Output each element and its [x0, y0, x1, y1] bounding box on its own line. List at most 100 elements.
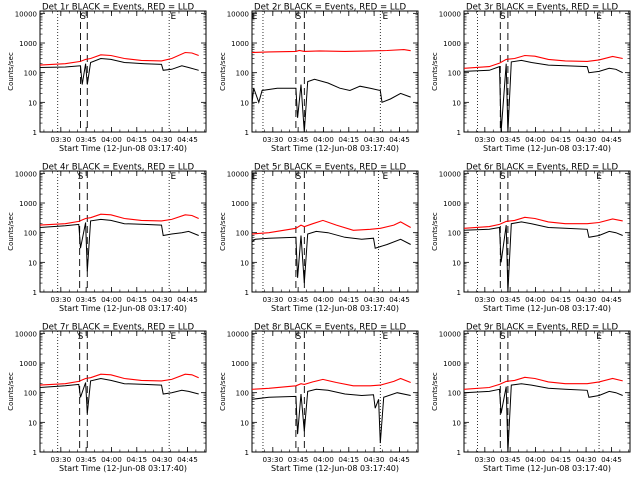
- x-axis-label: Start Time (12-Jun-08 03:17:40): [271, 144, 399, 153]
- y-tick-label: 100: [448, 70, 461, 78]
- marker-label: E: [383, 332, 389, 342]
- x-tick-label: 03:45: [76, 295, 97, 304]
- x-tick-label: 04:45: [389, 295, 410, 304]
- y-tick-label: 10000: [439, 170, 461, 178]
- x-tick-label: 03:45: [288, 135, 309, 144]
- y-tick-label: 10000: [227, 330, 249, 338]
- x-tick-label: 03:30: [50, 455, 71, 464]
- x-tick-label: 04:45: [389, 135, 410, 144]
- series-events-line: [251, 78, 411, 133]
- plot-frame: [463, 170, 631, 293]
- marker-label: S: [296, 172, 302, 182]
- x-tick-label: 04:30: [364, 295, 385, 304]
- x-axis-label: Start Time (12-Jun-08 03:17:40): [483, 304, 611, 313]
- y-tick-label: 100: [448, 390, 461, 398]
- y-tick-label: 1: [457, 129, 461, 137]
- x-tick-label: 03:30: [262, 455, 283, 464]
- x-tick-label: 04:30: [364, 135, 385, 144]
- panel-det-3: Det 3r BLACK = Events, RED = LLD 1 10 100 10…: [431, 3, 631, 153]
- x-tick-label: 03:30: [262, 295, 283, 304]
- marker-label: S: [500, 12, 506, 22]
- x-tick-label: 04:30: [152, 135, 173, 144]
- series-events-line: [463, 59, 623, 133]
- x-tick-label: 04:30: [152, 455, 173, 464]
- y-tick-label: 1000: [443, 40, 461, 48]
- series-lld-line: [39, 213, 199, 226]
- marker-label: E: [596, 12, 602, 22]
- x-tick-label: 04:00: [525, 455, 546, 464]
- x-tick-label: 03:45: [288, 455, 309, 464]
- y-axis-label: Counts/sec: [219, 372, 227, 411]
- y-tick-label: 10: [240, 259, 249, 267]
- panel-title: Det 8r BLACK = Events, RED = LLD: [254, 323, 406, 333]
- y-axis-label: Counts/sec: [219, 52, 227, 91]
- y-tick-label: 10: [28, 259, 37, 267]
- x-tick-label: 04:30: [576, 455, 597, 464]
- y-tick-label: 1000: [231, 40, 249, 48]
- marker-label: E: [383, 172, 389, 182]
- y-tick-label: 100: [24, 230, 37, 238]
- series-events-line: [39, 377, 199, 414]
- x-tick-label: 04:30: [576, 295, 597, 304]
- y-tick-label: 10000: [15, 330, 37, 338]
- panel-det-2: Det 2r BLACK = Events, RED = LLD 1 10 100 10…: [219, 3, 419, 153]
- x-tick-label: 04:45: [601, 455, 622, 464]
- marker-label: S: [500, 332, 506, 342]
- panel-title: Det 9r BLACK = Events, RED = LLD: [466, 323, 618, 333]
- x-tick-label: 04:15: [550, 455, 571, 464]
- x-tick-label: 04:00: [101, 455, 122, 464]
- x-tick-label: 04:30: [364, 455, 385, 464]
- x-tick-label: 04:15: [338, 295, 359, 304]
- y-tick-label: 100: [448, 230, 461, 238]
- y-tick-label: 1: [245, 289, 249, 297]
- x-tick-label: 03:45: [500, 295, 521, 304]
- y-tick-label: 10000: [15, 170, 37, 178]
- panel-det-9: Det 9r BLACK = Events, RED = LLD 1 10 100 10…: [431, 323, 631, 473]
- marker-label: E: [383, 12, 389, 22]
- x-tick-label: 04:15: [126, 295, 147, 304]
- series-lld-line: [463, 376, 623, 390]
- plot-frame: [463, 330, 631, 453]
- y-tick-label: 1000: [19, 40, 37, 48]
- x-tick-label: 04:15: [550, 295, 571, 304]
- y-axis-label: Counts/sec: [431, 372, 439, 411]
- series-lld-line: [251, 49, 411, 54]
- x-tick-label: 03:30: [262, 135, 283, 144]
- y-tick-label: 100: [24, 70, 37, 78]
- y-tick-label: 1: [245, 129, 249, 137]
- marker-label: S: [78, 332, 84, 342]
- y-tick-label: 10: [240, 99, 249, 107]
- plot-frame: [251, 10, 419, 133]
- y-tick-label: 1000: [231, 360, 249, 368]
- y-axis-label: Counts/sec: [7, 52, 15, 91]
- x-tick-label: 03:30: [474, 455, 495, 464]
- panel-det-6: Det 6r BLACK = Events, RED = LLD 1 10 100 10…: [431, 163, 631, 313]
- y-tick-label: 10000: [439, 10, 461, 18]
- y-tick-label: 1: [33, 289, 37, 297]
- y-axis-label: Counts/sec: [219, 212, 227, 251]
- marker-label: E: [252, 172, 258, 182]
- series-lld-line: [39, 51, 199, 66]
- series-lld-line: [39, 373, 199, 386]
- x-tick-label: 04:00: [525, 135, 546, 144]
- x-tick-label: 04:15: [550, 135, 571, 144]
- y-tick-label: 1000: [443, 200, 461, 208]
- y-axis-label: Counts/sec: [431, 52, 439, 91]
- y-tick-label: 10000: [15, 10, 37, 18]
- y-tick-label: 10: [240, 419, 249, 427]
- series-events-line: [39, 57, 199, 85]
- panel-title: Det 7r BLACK = Events, RED = LLD: [42, 323, 194, 333]
- x-tick-label: 04:15: [338, 455, 359, 464]
- y-tick-label: 1000: [231, 200, 249, 208]
- y-tick-label: 1: [457, 289, 461, 297]
- marker-label: S: [296, 12, 302, 22]
- panel-det-5: Det 5r BLACK = Events, RED = LLD 1 10 100 10…: [219, 163, 419, 313]
- series-lld-line: [251, 219, 411, 235]
- marker-label: S: [78, 172, 84, 182]
- y-tick-label: 10: [28, 99, 37, 107]
- y-tick-label: 1: [457, 449, 461, 457]
- x-tick-label: 04:00: [101, 295, 122, 304]
- plot-frame: [251, 170, 419, 293]
- marker-label: E: [171, 332, 177, 342]
